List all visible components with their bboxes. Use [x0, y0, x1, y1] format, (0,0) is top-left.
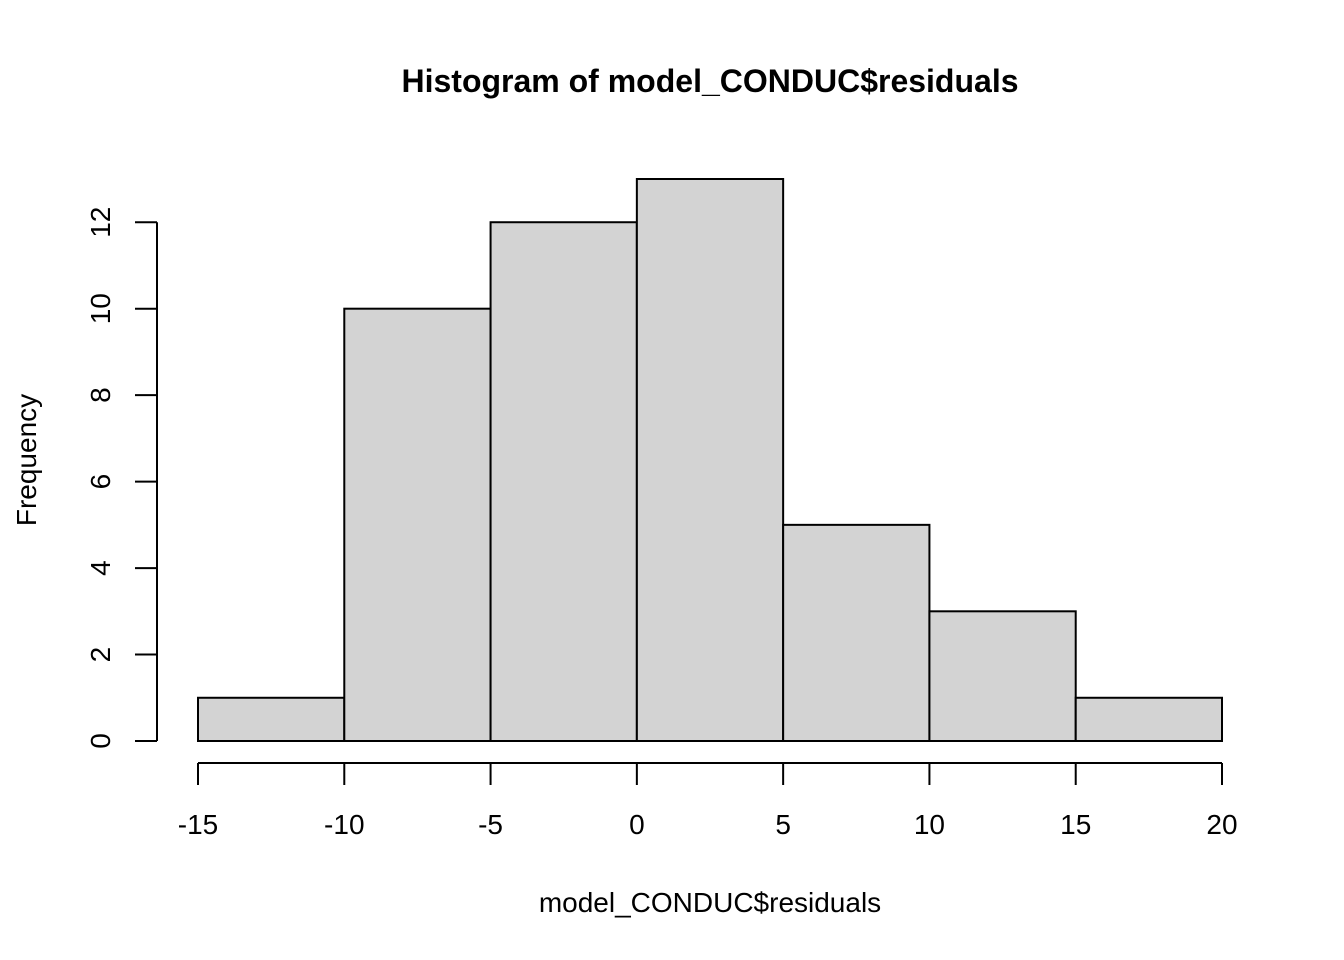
x-tick-label: 0 — [629, 809, 645, 840]
histogram-bar-2 — [489, 221, 638, 742]
histogram-bar-1 — [343, 307, 492, 742]
x-axis: -15 -10 -5 0 5 10 15 20 — [178, 762, 1238, 840]
chart-title: Histogram of model_CONDUC$residuals — [401, 63, 1018, 99]
x-tick-label: 20 — [1206, 809, 1237, 840]
x-axis-label: model_CONDUC$residuals — [539, 887, 881, 918]
histogram-bar-4 — [782, 523, 931, 742]
y-tick-label: 12 — [85, 207, 116, 238]
y-axis-label: Frequency — [11, 394, 42, 526]
x-tick-label: -10 — [324, 809, 364, 840]
histogram-bar-5 — [928, 610, 1077, 742]
histogram-bar-3 — [635, 178, 785, 742]
y-tick-label: 2 — [85, 647, 116, 663]
histogram-bar-0 — [197, 696, 346, 742]
histogram-bar-6 — [1074, 696, 1223, 742]
y-tick-label: 0 — [85, 733, 116, 749]
y-tick-label: 6 — [85, 474, 116, 490]
bars-group — [197, 178, 1223, 742]
x-tick-label: 10 — [914, 809, 945, 840]
y-tick-label: 10 — [85, 293, 116, 324]
x-tick-label: 15 — [1060, 809, 1091, 840]
y-axis: 0 2 4 6 8 10 12 — [85, 207, 158, 749]
x-tick-label: -15 — [178, 809, 218, 840]
y-tick-label: 8 — [85, 387, 116, 403]
x-tick-label: 5 — [775, 809, 791, 840]
x-tick-label: -5 — [478, 809, 503, 840]
y-tick-label: 4 — [85, 560, 116, 576]
